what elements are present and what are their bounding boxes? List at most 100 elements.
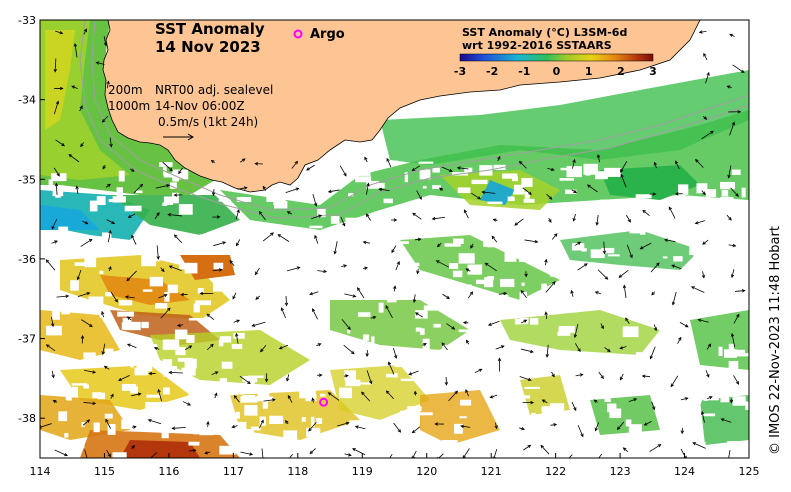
- current-arrow: [131, 425, 137, 429]
- current-arrow: [498, 291, 508, 296]
- cloud-gap: [452, 238, 464, 245]
- time-label: 14-Nov 06:00Z: [155, 99, 245, 113]
- current-arrow: [393, 285, 397, 292]
- cloud-gap: [131, 337, 135, 346]
- current-arrow: [463, 209, 469, 219]
- cloud-gap: [227, 278, 238, 290]
- current-arrow: [105, 183, 111, 188]
- cloud-gap: [462, 284, 472, 291]
- current-arrow: [733, 313, 740, 324]
- cloud-gap: [163, 196, 174, 205]
- cloud-gap: [186, 335, 195, 343]
- colorbar: [459, 53, 654, 62]
- cloud-gap: [124, 205, 142, 212]
- current-arrow: [354, 425, 366, 430]
- cloud-gap: [167, 284, 178, 294]
- current-arrow: [540, 444, 550, 455]
- current-arrow: [127, 213, 136, 218]
- cloud-gap: [93, 422, 100, 433]
- current-arrow: [199, 291, 214, 296]
- cloud-gap: [112, 196, 126, 203]
- current-arrow: [470, 192, 481, 200]
- current-arrow: [254, 267, 260, 276]
- cloud-gap: [703, 392, 708, 401]
- cloud-gap: [486, 298, 494, 305]
- cloud-gap: [412, 227, 420, 231]
- current-arrow: [489, 394, 498, 399]
- current-arrow: [101, 310, 105, 318]
- scale-arrow: [163, 133, 194, 141]
- cloud-gap: [382, 237, 386, 243]
- y-tick-label: -35: [18, 173, 36, 186]
- cloud-gap: [627, 448, 641, 458]
- cloud-gap: [437, 349, 446, 358]
- cloud-gap: [551, 354, 566, 366]
- cloud-gap: [310, 416, 315, 428]
- current-arrow: [162, 161, 173, 172]
- cloud-gap: [606, 365, 622, 372]
- current-arrow: [616, 421, 625, 431]
- cloud-gap: [44, 272, 53, 276]
- current-arrow: [101, 343, 106, 356]
- cloud-gap: [358, 312, 371, 317]
- cloud-gap: [499, 437, 506, 446]
- x-axis: 114 115 116 117 118 119 120 121 122 123 124 125: [30, 453, 760, 478]
- cloud-gap: [504, 250, 517, 262]
- current-arrow: [677, 336, 682, 344]
- current-arrow: [53, 58, 58, 73]
- cloud-gap: [582, 227, 588, 230]
- current-arrow: [55, 139, 66, 147]
- cloud-gap: [231, 344, 243, 349]
- cloud-gap: [371, 265, 377, 270]
- cloud-gap: [135, 190, 143, 194]
- cloud-gap: [598, 291, 610, 301]
- cloud-gap: [71, 383, 88, 386]
- cloud-gap: [516, 305, 529, 316]
- current-arrow: [106, 80, 110, 89]
- cloud-gap: [162, 249, 167, 259]
- current-arrow: [679, 322, 689, 328]
- cloud-gap: [439, 359, 448, 362]
- argo-legend-marker: [293, 29, 303, 39]
- current-arrow: [53, 100, 60, 115]
- current-arrow: [278, 344, 289, 350]
- cloud-gap: [238, 281, 254, 292]
- cloud-gap: [162, 339, 180, 350]
- current-arrow: [287, 394, 293, 403]
- cloud-gap: [699, 441, 706, 447]
- cloud-gap: [668, 381, 680, 390]
- current-arrow: [698, 30, 707, 34]
- current-arrow: [604, 347, 611, 353]
- current-arrow: [50, 316, 55, 328]
- current-arrow: [171, 426, 186, 430]
- current-arrow: [258, 419, 264, 429]
- cloud-gap: [61, 309, 70, 315]
- cloud-gap: [630, 208, 637, 216]
- cloud-gap: [141, 257, 156, 267]
- cloud-gap: [130, 360, 134, 368]
- cloud-gap: [219, 445, 236, 455]
- current-arrow: [364, 156, 368, 163]
- cloud-gap: [146, 394, 161, 398]
- cloud-gap: [141, 321, 149, 329]
- cloud-gap: [392, 455, 409, 458]
- current-arrow: [317, 269, 328, 274]
- cloud-gap: [250, 426, 261, 431]
- cloud-gap: [301, 417, 306, 422]
- cloud-gap: [530, 258, 543, 264]
- cloud-gap: [273, 195, 286, 205]
- cloud-gap: [219, 378, 228, 388]
- current-arrow: [487, 320, 500, 326]
- cloud-gap: [591, 215, 596, 219]
- current-arrow: [643, 420, 652, 426]
- current-arrow: [551, 233, 558, 240]
- current-arrow: [73, 42, 78, 58]
- cloud-gap: [709, 224, 722, 231]
- cloud-gap: [233, 332, 245, 339]
- cloud-gap: [361, 347, 375, 353]
- cloud-gap: [519, 291, 528, 301]
- current-arrow: [671, 291, 677, 306]
- colorbar-tick-label: 1: [585, 65, 593, 78]
- cloud-gap: [121, 383, 137, 391]
- current-arrow: [237, 186, 248, 190]
